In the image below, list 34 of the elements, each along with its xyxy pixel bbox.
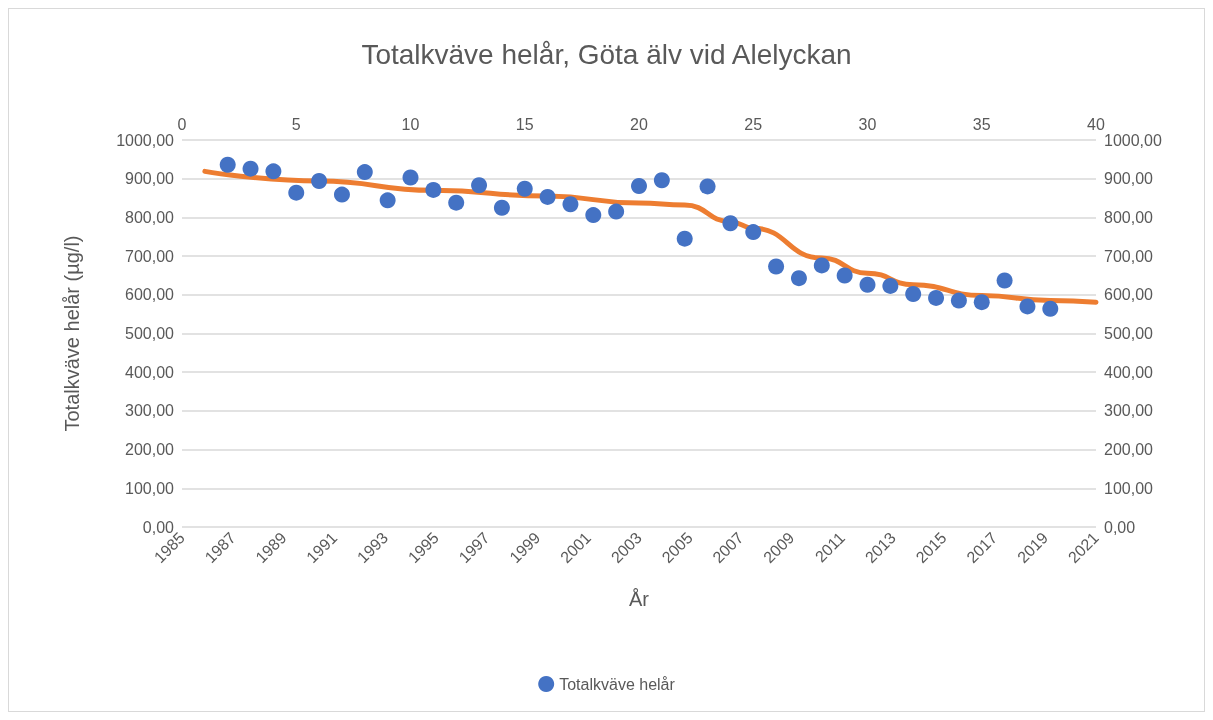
y2-tick-label: 100,00 — [1104, 479, 1154, 497]
x2-tick-label: 20 — [630, 115, 648, 133]
y-tick-label: 800,00 — [125, 208, 175, 226]
y-tick-label: 500,00 — [125, 325, 175, 342]
y2-tick-label: 300,00 — [1104, 402, 1154, 420]
x2-tick-label: 40 — [1087, 115, 1105, 133]
y-tick-label: 1000,00 — [116, 131, 175, 149]
x2-tick-label: 25 — [744, 115, 763, 133]
y2-tick-label: 600,00 — [1104, 286, 1154, 304]
x2-tick-label: 35 — [972, 115, 991, 133]
y-tick-label: 100,00 — [125, 479, 175, 497]
y-tick-label: 300,00 — [125, 402, 175, 420]
y2-tick-label: 1000,00 — [1104, 131, 1162, 149]
y2-tick-label: 200,00 — [1104, 441, 1154, 459]
x2-tick-label: 0 — [177, 115, 187, 133]
y-tick-label: 900,00 — [125, 170, 175, 188]
y2-tick-label: 0,00 — [1104, 518, 1136, 536]
y2-tick-label: 900,00 — [1104, 170, 1154, 188]
legend-label: Totalkväve helår — [559, 675, 676, 693]
x2-tick-label: 10 — [401, 115, 420, 133]
x2-tick-label: 15 — [515, 115, 534, 133]
y2-tick-label: 400,00 — [1104, 363, 1154, 381]
y-tick-label: 200,00 — [125, 441, 175, 459]
chart-title: Totalkväve helår, Göta älv vid Alelyckan — [361, 38, 852, 70]
x2-tick-label: 5 — [291, 115, 301, 133]
x-axis-title: År — [629, 588, 650, 610]
y-tick-label: 400,00 — [125, 363, 175, 381]
y2-tick-label: 800,00 — [1104, 208, 1154, 226]
y-tick-label: 600,00 — [125, 286, 175, 304]
y2-tick-label: 500,00 — [1104, 325, 1154, 342]
x2-tick-label: 30 — [858, 115, 877, 133]
y-axis-title: Totalkväve helår (µg/l) — [61, 235, 83, 432]
y2-tick-label: 700,00 — [1104, 247, 1154, 265]
y-tick-label: 700,00 — [125, 247, 175, 265]
